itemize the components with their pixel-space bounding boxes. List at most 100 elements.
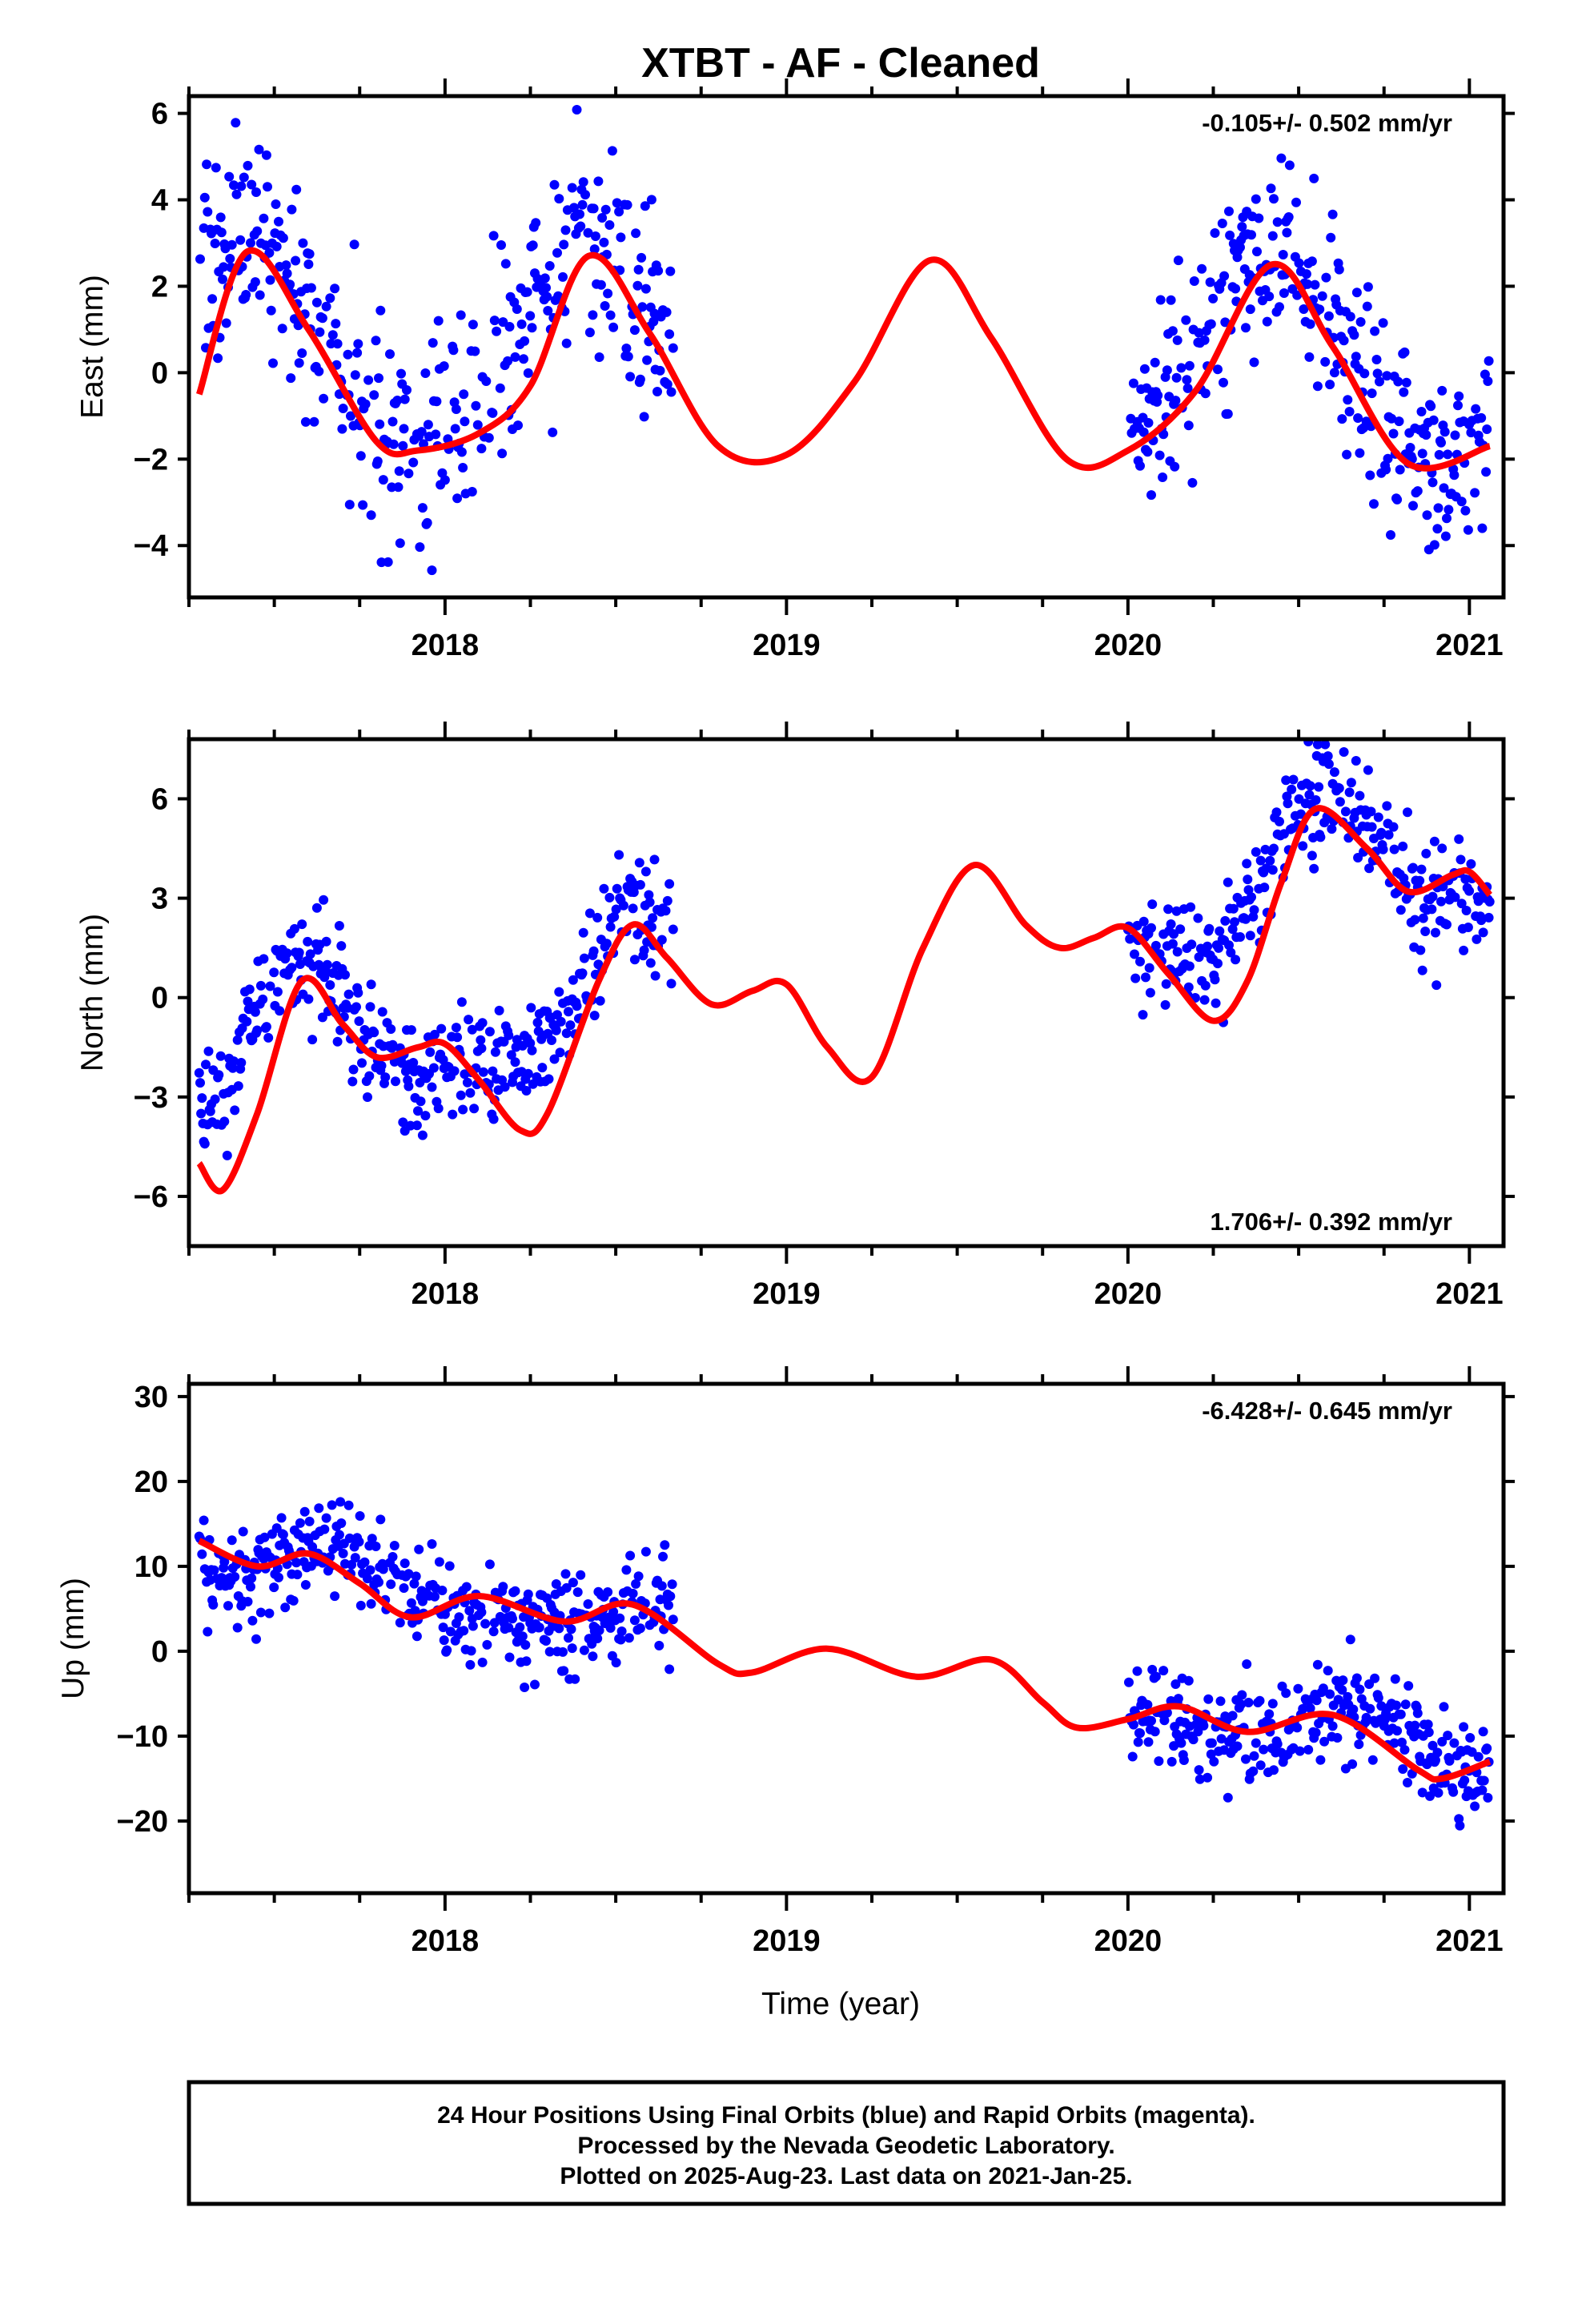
north-data-point: [1194, 952, 1204, 963]
east-data-point: [303, 259, 314, 269]
east-data-point: [1304, 352, 1315, 362]
east-data-point: [1388, 428, 1399, 439]
north-data-point: [639, 945, 649, 955]
up-data-point: [504, 1652, 515, 1663]
east-data-point: [558, 271, 568, 282]
up-data-point: [1133, 1737, 1143, 1747]
up-data-point: [1206, 1749, 1216, 1759]
north-data-point: [406, 1025, 416, 1035]
east-data-point: [522, 287, 532, 297]
east-data-point: [431, 429, 441, 440]
north-data-point: [1427, 904, 1437, 915]
up-data-point: [1443, 1731, 1453, 1741]
east-data-point: [344, 500, 355, 510]
north-data-point: [462, 1077, 472, 1088]
east-data-point: [584, 328, 595, 338]
up-points: [194, 1497, 1494, 1831]
north-data-point: [376, 1060, 387, 1071]
east-data-point: [484, 432, 494, 443]
east-rate-label: -0.105+/- 0.502 mm/yr: [1202, 109, 1452, 137]
up-data-point: [1312, 1659, 1323, 1670]
up-data-point: [1423, 1719, 1433, 1730]
east-fit-curve: [195, 247, 1492, 472]
east-data-point: [488, 408, 498, 418]
north-data-point: [1282, 791, 1292, 802]
east-data-point: [662, 379, 673, 389]
east-data-point: [1417, 448, 1427, 459]
east-data-point: [1245, 304, 1255, 315]
east-data-point: [1449, 470, 1460, 480]
up-data-point: [209, 1565, 219, 1575]
up-data-point: [1400, 1699, 1411, 1710]
east-data-point: [1208, 293, 1219, 304]
east-data-point: [416, 427, 427, 437]
up-data-point: [1169, 1741, 1179, 1751]
up-data-point: [464, 1606, 475, 1616]
east-data-point: [1323, 311, 1334, 321]
up-data-point: [1223, 1792, 1233, 1803]
east-ytick-label: 4: [151, 184, 168, 218]
north-data-point: [413, 1106, 423, 1116]
up-data-point: [1437, 1736, 1447, 1747]
up-data-point: [1459, 1722, 1469, 1732]
north-data-point: [354, 1016, 364, 1027]
north-data-point: [1442, 919, 1452, 930]
north-data-point: [305, 949, 315, 959]
north-data-point: [592, 912, 603, 923]
up-data-point: [1237, 1690, 1247, 1700]
up-data-point: [427, 1539, 437, 1549]
north-data-point: [1327, 824, 1337, 834]
east-data-point: [1158, 429, 1169, 440]
east-data-point: [1337, 414, 1347, 424]
east-data-point: [325, 293, 335, 304]
north-data-point: [1265, 855, 1275, 866]
up-ytick-label: 30: [135, 1381, 168, 1414]
east-data-point: [1310, 279, 1320, 290]
up-data-point: [389, 1541, 400, 1550]
east-data-point: [489, 316, 500, 326]
east-data-point: [460, 416, 470, 427]
north-xtick-label: 2021: [1435, 1277, 1504, 1311]
east-data-point: [1382, 371, 1392, 381]
up-data-point: [1389, 1738, 1399, 1748]
up-data-point: [1311, 1695, 1322, 1706]
up-data-point: [461, 1582, 472, 1592]
east-data-point: [1278, 250, 1288, 259]
east-data-point: [603, 288, 613, 299]
east-data-point: [468, 320, 478, 330]
up-data-point: [264, 1608, 275, 1618]
up-data-point: [521, 1656, 532, 1667]
east-data-point: [1399, 347, 1410, 357]
up-data-point: [570, 1674, 580, 1684]
up-data-point: [564, 1633, 573, 1643]
east-data-point: [604, 220, 615, 230]
north-data-point: [366, 979, 376, 990]
up-data-point: [656, 1581, 667, 1591]
up-data-point: [594, 1625, 604, 1635]
east-data-point: [1453, 400, 1463, 411]
north-data-point: [258, 994, 268, 1004]
east-data-point: [1386, 530, 1395, 540]
north-data-point: [1251, 846, 1261, 857]
up-data-point: [1403, 1778, 1412, 1787]
up-data-point: [559, 1666, 569, 1676]
east-data-point: [472, 420, 483, 430]
up-data-point: [338, 1548, 348, 1558]
up-data-point: [1399, 1745, 1410, 1755]
east-data-point: [1367, 388, 1377, 399]
up-data-point: [1327, 1721, 1338, 1731]
up-data-point: [430, 1591, 440, 1602]
north-data-point: [194, 1068, 204, 1078]
east-data-point: [1172, 335, 1182, 345]
up-data-point: [347, 1559, 357, 1570]
north-data-point: [547, 1035, 556, 1045]
up-data-point: [1337, 1685, 1347, 1695]
east-data-point: [548, 427, 558, 437]
north-data-point: [544, 1074, 554, 1084]
north-data-point: [196, 1108, 207, 1119]
up-data-point: [1373, 1693, 1383, 1703]
up-data-point: [554, 1623, 564, 1634]
up-xtick-label: 2019: [753, 1924, 821, 1958]
east-data-point: [552, 247, 562, 258]
